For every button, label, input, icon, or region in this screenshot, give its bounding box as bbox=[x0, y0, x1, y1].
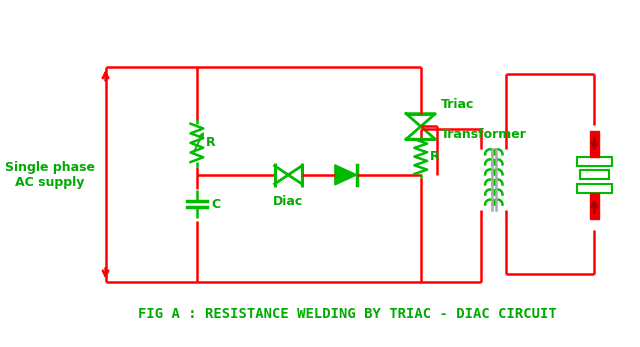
Bar bbox=[577, 156, 612, 166]
Text: Triac: Triac bbox=[441, 98, 474, 111]
Polygon shape bbox=[335, 165, 356, 185]
Text: Transformer: Transformer bbox=[441, 128, 527, 141]
Bar bbox=[589, 131, 599, 156]
Text: Diac: Diac bbox=[273, 195, 303, 208]
Text: Single phase
AC supply: Single phase AC supply bbox=[4, 161, 95, 189]
Bar bbox=[589, 193, 599, 219]
Bar bbox=[577, 184, 612, 193]
Text: FIG A : RESISTANCE WELDING BY TRIAC - DIAC CIRCUIT: FIG A : RESISTANCE WELDING BY TRIAC - DI… bbox=[138, 307, 557, 321]
Text: C: C bbox=[211, 197, 221, 211]
Text: R: R bbox=[430, 150, 440, 163]
Text: R: R bbox=[206, 136, 216, 150]
Bar bbox=[580, 170, 609, 179]
